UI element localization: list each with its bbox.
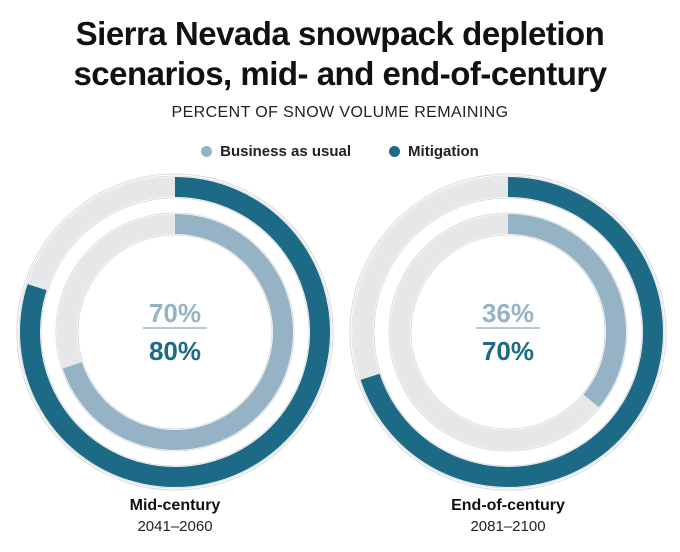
chart-title-line-1: Sierra Nevada snowpack depletion: [75, 15, 605, 52]
arc-end-of-century-mitigation: [360, 177, 663, 487]
ring-edge-outer-mid-century-mitigation: [18, 175, 332, 489]
arc-end-of-century-business-as-usual: [507, 214, 626, 408]
chart-title: Sierra Nevada snowpack depletion scenari…: [0, 14, 680, 94]
legend-swatch-mitigation: [389, 146, 401, 157]
panel-label-end-of-century: End-of-century: [451, 497, 565, 514]
ring-edge-inner-mid-century-mitigation: [40, 197, 310, 467]
caption-mid-century: Mid-century 2041–2060: [55, 497, 295, 535]
value-label-end-of-century-business-as-usual: 36%: [482, 298, 534, 328]
chart-title-line-2: scenarios, mid- and end-of-century: [73, 55, 607, 92]
ring-edge-outer-mid-century-business-as-usual: [55, 212, 295, 452]
legend-label-mitigation: Mitigation: [408, 143, 479, 160]
ring-edge-outer-end-of-century-business-as-usual: [388, 212, 628, 452]
panel-label-mid-century: Mid-century: [129, 497, 221, 514]
value-label-mid-century-mitigation: 80%: [149, 336, 201, 366]
value-label-mid-century-business-as-usual: 70%: [149, 298, 201, 328]
legend: Business as usual Mitigation: [0, 143, 680, 160]
ring-edge-outer-end-of-century-mitigation: [351, 175, 665, 489]
ring-edge-inner-end-of-century-mitigation: [373, 197, 643, 467]
legend-item-business-as-usual: Business as usual: [201, 143, 351, 160]
ring-edge-inner-end-of-century-business-as-usual: [410, 234, 606, 430]
legend-label-business-as-usual: Business as usual: [220, 143, 352, 160]
ring-edge-inner-mid-century-business-as-usual: [77, 234, 273, 430]
panel-years-end-of-century: 2081–2100: [470, 518, 546, 535]
value-label-end-of-century-mitigation: 70%: [482, 336, 534, 366]
arc-mid-century-mitigation: [20, 177, 330, 487]
panel-years-mid-century: 2041–2060: [137, 518, 213, 535]
legend-swatch-business-as-usual: [201, 146, 213, 157]
chart-subtitle: PERCENT OF SNOW VOLUME REMAINING: [171, 104, 509, 121]
caption-end-of-century: End-of-century 2081–2100: [388, 497, 628, 535]
legend-item-mitigation: Mitigation: [389, 143, 479, 160]
arc-mid-century-business-as-usual: [62, 214, 293, 450]
